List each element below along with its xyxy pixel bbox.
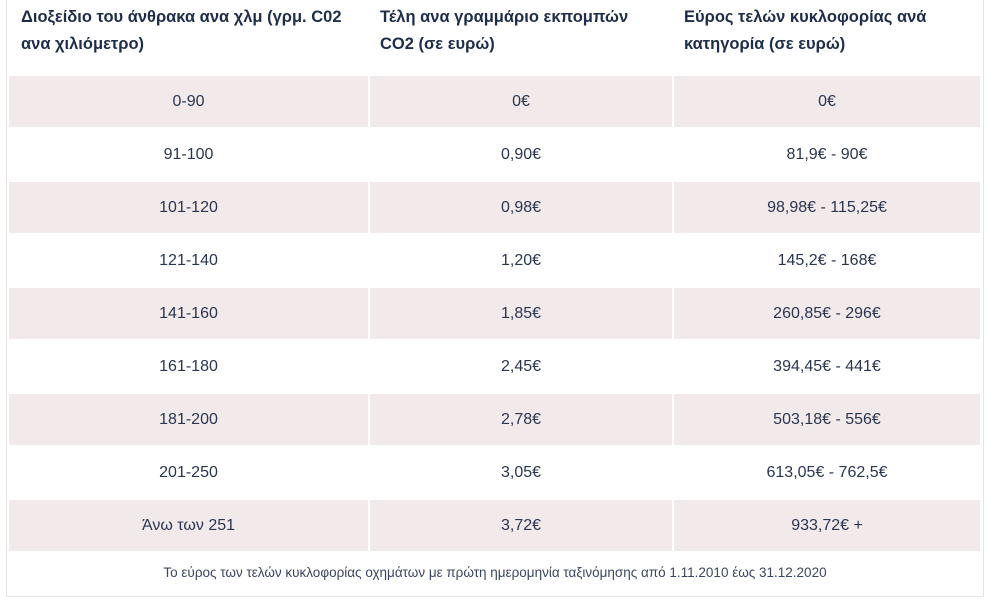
fee-per-gram-cell: 0€ <box>368 76 672 129</box>
table-row: 101-120 0,98€ 98,98€ - 115,25€ <box>9 182 980 235</box>
table-row: 161-180 2,45€ 394,45€ - 441€ <box>9 341 980 394</box>
fee-range-cell: 613,05€ - 762,5€ <box>672 447 980 500</box>
table-caption: Το εύρος των τελών κυκλοφορίας οχημάτων … <box>163 565 827 580</box>
header-co2-per-km: Διοξείδιο του άνθρακα ανα χλμ (γρμ. C02 … <box>9 0 368 76</box>
co2-range-cell: 201-250 <box>9 447 368 500</box>
co2-range-cell: 141-160 <box>9 288 368 341</box>
co2-range-cell: 161-180 <box>9 341 368 394</box>
table-row: 91-100 0,90€ 81,9€ - 90€ <box>9 129 980 182</box>
header-fee-per-gram: Τέλη ανα γραμμάριο εκπομπών CO2 (σε ευρώ… <box>368 0 672 76</box>
table-row: 141-160 1,85€ 260,85€ - 296€ <box>9 288 980 341</box>
fee-per-gram-cell: 3,72€ <box>368 500 672 553</box>
table-row: 181-200 2,78€ 503,18€ - 556€ <box>9 394 980 447</box>
fee-range-cell: 933,72€ + <box>672 500 980 553</box>
fee-range-cell: 260,85€ - 296€ <box>672 288 980 341</box>
co2-range-cell: 91-100 <box>9 129 368 182</box>
fee-per-gram-cell: 1,20€ <box>368 235 672 288</box>
table-header-row: Διοξείδιο του άνθρακα ανα χλμ (γρμ. C02 … <box>9 0 980 76</box>
fee-range-cell: 394,45€ - 441€ <box>672 341 980 394</box>
fee-per-gram-cell: 0,90€ <box>368 129 672 182</box>
fee-range-cell: 81,9€ - 90€ <box>672 129 980 182</box>
fee-per-gram-cell: 3,05€ <box>368 447 672 500</box>
table-row: 201-250 3,05€ 613,05€ - 762,5€ <box>9 447 980 500</box>
co2-range-cell: 101-120 <box>9 182 368 235</box>
table-row: 121-140 1,20€ 145,2€ - 168€ <box>9 235 980 288</box>
table-row: Άνω των 251 3,72€ 933,72€ + <box>9 500 980 553</box>
co2-range-cell: 121-140 <box>9 235 368 288</box>
fee-per-gram-cell: 2,78€ <box>368 394 672 447</box>
fee-per-gram-cell: 1,85€ <box>368 288 672 341</box>
co2-range-cell: 181-200 <box>9 394 368 447</box>
table-row: 0-90 0€ 0€ <box>9 76 980 129</box>
fee-range-cell: 98,98€ - 115,25€ <box>672 182 980 235</box>
co2-range-cell: 0-90 <box>9 76 368 129</box>
fee-range-cell: 503,18€ - 556€ <box>672 394 980 447</box>
fee-range-cell: 0€ <box>672 76 980 129</box>
circulation-fees-table: Διοξείδιο του άνθρακα ανα χλμ (γρμ. C02 … <box>9 0 980 553</box>
fee-per-gram-cell: 0,98€ <box>368 182 672 235</box>
co2-range-cell: Άνω των 251 <box>9 500 368 553</box>
fee-range-cell: 145,2€ - 168€ <box>672 235 980 288</box>
header-fee-range: Εύρος τελών κυκλοφορίας ανά κατηγορία (σ… <box>672 0 980 76</box>
fee-per-gram-cell: 2,45€ <box>368 341 672 394</box>
